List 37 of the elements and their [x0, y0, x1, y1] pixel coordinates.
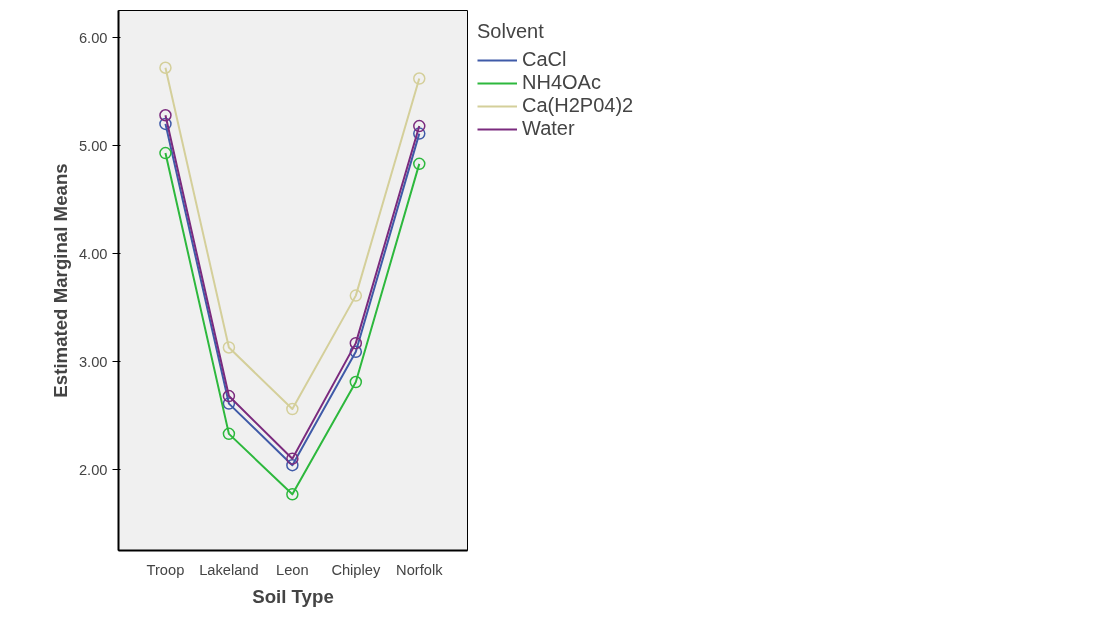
legend-label: NH4OAc — [522, 71, 601, 94]
x-tick-label: Lakeland — [199, 561, 259, 578]
legend-title: Solvent — [477, 20, 545, 43]
point — [222, 389, 236, 403]
point — [159, 61, 172, 74]
legend-label: Water — [522, 117, 575, 140]
y-tick-label: 6.00 — [78, 29, 108, 46]
x-axis-title: Soil Type — [252, 585, 334, 607]
y-tick-label: 2.00 — [78, 461, 108, 478]
point — [413, 72, 426, 85]
point — [222, 341, 236, 354]
point — [413, 119, 426, 133]
x-tick-label: Norfolk — [396, 561, 444, 578]
point — [222, 427, 236, 441]
x-tick-label: Leon — [276, 561, 309, 578]
point — [413, 157, 426, 171]
x-tick-label: Chipley — [331, 561, 381, 578]
y-tick-label: 5.00 — [78, 137, 108, 154]
legend-label: Ca(H2P04)2 — [522, 94, 634, 117]
point — [349, 345, 363, 359]
y-tick-label: 4.00 — [78, 245, 108, 262]
point — [159, 146, 172, 160]
point — [349, 289, 363, 302]
point — [413, 127, 426, 140]
point — [286, 452, 299, 465]
point — [159, 117, 172, 131]
point — [286, 458, 299, 472]
x-tick-label: Troop — [146, 561, 185, 578]
point — [286, 488, 299, 501]
point — [286, 402, 299, 416]
point — [349, 336, 363, 350]
y-tick-label: 3.00 — [78, 353, 108, 370]
point — [222, 397, 236, 410]
point — [159, 109, 172, 122]
legend-label: CaCl — [522, 48, 567, 71]
point — [349, 375, 363, 389]
y-axis-title: Estimated Marginal Means — [49, 163, 71, 398]
